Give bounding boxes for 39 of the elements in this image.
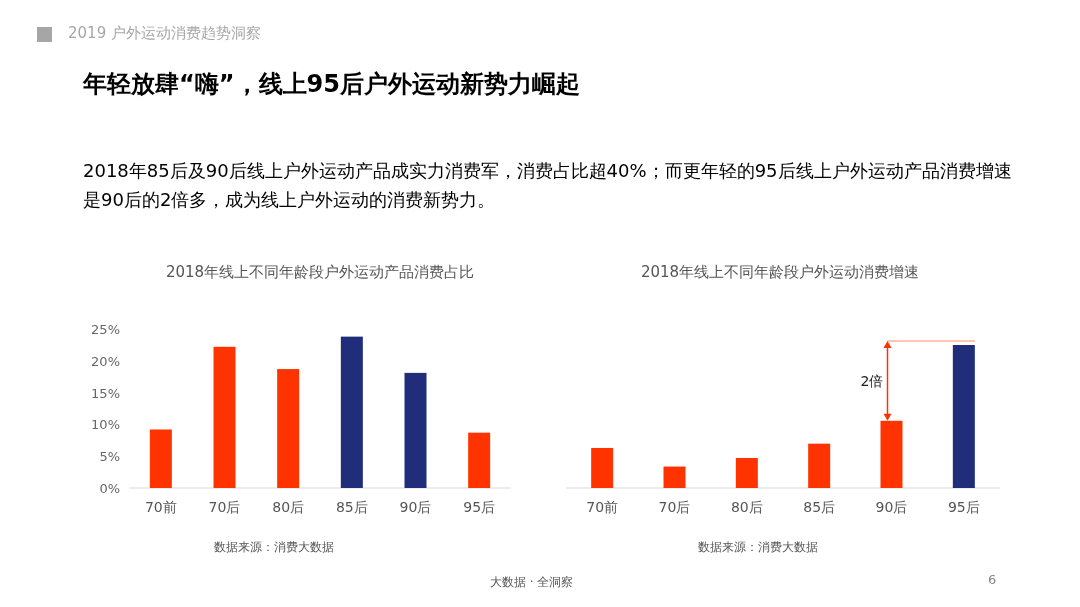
x-tick-label: 95后 (947, 499, 980, 515)
bar (735, 457, 758, 488)
x-tick-label: 90后 (399, 499, 432, 515)
bar (213, 346, 236, 488)
x-tick-label: 80后 (730, 499, 763, 515)
x-tick-label: 90后 (875, 499, 908, 515)
bar (404, 372, 427, 488)
bar (468, 432, 491, 488)
chart-title: 2018年线上不同年龄段户外运动消费增速 (640, 263, 920, 281)
text: 年轻放肆“嗨”，线上95后户外运动新势力崛起 (83, 69, 580, 100)
y-tick-label: 25% (91, 322, 120, 337)
x-tick-label: 70后 (208, 499, 241, 515)
x-tick-label: 70前 (144, 499, 177, 515)
x-tick-label: 80后 (272, 499, 305, 515)
bar (591, 447, 614, 488)
y-tick-label: 10% (91, 417, 120, 433)
x-tick-label: 70前 (586, 499, 619, 515)
bar (277, 369, 300, 488)
text: 2018年85后及90后线上户外运动产品成实力消费军，消费占比超40%；而更年轻的95后线上户外运动产品消费增速是90后的2倍多，成为线上户外运动的消费新势力。 (83, 159, 1013, 212)
source-note: 数据来源：消费大数据 (698, 540, 818, 554)
annotation: 2倍 (860, 372, 884, 389)
bar (149, 429, 172, 488)
y-tick-label: 5% (99, 449, 120, 465)
text: 2019 户外运动消费趋势洞察 (68, 24, 261, 43)
bar (808, 443, 831, 488)
x-tick-label: 85后 (335, 499, 368, 515)
text: 6 (988, 572, 997, 587)
bar (952, 345, 975, 488)
source-note: 数据来源：消费大数据 (214, 540, 334, 554)
text: 大数据 · 全洞察 (490, 574, 574, 591)
x-tick-label: 95后 (463, 499, 496, 515)
y-tick-label: 20% (91, 353, 120, 369)
bar (663, 466, 686, 488)
y-tick-label: 0% (99, 481, 120, 496)
x-tick-label: 70后 (658, 499, 691, 515)
bar (340, 336, 363, 488)
x-tick-label: 85后 (803, 499, 836, 515)
y-tick-label: 15% (91, 385, 120, 401)
chart-title: 2018年线上不同年龄段户外运动产品消费占比 (165, 263, 475, 281)
